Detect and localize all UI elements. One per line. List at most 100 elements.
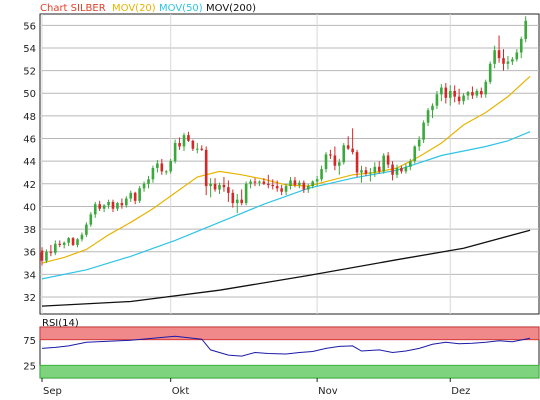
y-tick-label: 46 xyxy=(23,135,36,146)
candle-body xyxy=(506,61,510,64)
candle-body xyxy=(302,182,306,190)
candle-body xyxy=(519,38,523,53)
x-tick-label: Dez xyxy=(451,386,470,397)
candle-body xyxy=(182,135,186,147)
candle-body xyxy=(187,135,190,141)
candle-body xyxy=(333,155,337,166)
y-tick-label: 44 xyxy=(23,157,36,168)
candle-body xyxy=(49,251,53,253)
candle-body xyxy=(306,186,310,190)
candle-body xyxy=(235,199,239,204)
candle-body xyxy=(62,242,66,245)
candle-body xyxy=(480,90,483,95)
candle-body xyxy=(284,186,288,192)
candle-body xyxy=(80,234,84,240)
candle-body xyxy=(426,110,430,123)
candle-body xyxy=(329,154,332,156)
candle-body xyxy=(204,149,208,187)
candle-body xyxy=(93,204,97,215)
candle-body xyxy=(240,199,243,204)
candle-body xyxy=(360,170,363,173)
candle-body xyxy=(417,139,421,147)
candle-body xyxy=(107,201,110,206)
candle-body xyxy=(484,81,488,95)
candle-body xyxy=(178,143,181,147)
candle-body xyxy=(488,63,492,82)
legend-item: MOV(50) xyxy=(159,3,203,14)
candle-body xyxy=(133,192,137,201)
candle-body xyxy=(169,161,172,172)
candle-body xyxy=(466,92,470,96)
candle-body xyxy=(315,179,319,182)
candle-body xyxy=(422,122,425,140)
candle-body xyxy=(409,161,412,167)
candle-body xyxy=(222,184,226,188)
candle-body xyxy=(142,183,146,189)
candle-body xyxy=(400,167,403,172)
candle-body xyxy=(275,186,279,189)
candle-body xyxy=(213,183,217,190)
candle-body xyxy=(524,20,527,39)
candle-body xyxy=(111,201,115,209)
candle-body xyxy=(129,192,133,199)
candle-body xyxy=(386,155,390,165)
candle-body xyxy=(218,184,221,190)
candle-body xyxy=(369,172,372,174)
x-axis: Sep Okt Nov Dez xyxy=(41,378,470,397)
candle-body xyxy=(138,188,141,201)
y-tick-label: 48 xyxy=(23,112,36,123)
legend-item: MOV(20) xyxy=(112,3,156,14)
x-tick-label: Okt xyxy=(172,386,190,397)
candle-body xyxy=(404,166,408,172)
candle-body xyxy=(280,188,283,192)
candle-body xyxy=(67,238,70,243)
candle-body xyxy=(89,214,93,225)
y-tick-label: 56 xyxy=(23,21,36,32)
candle-body xyxy=(431,105,434,111)
y-tick-label: 34 xyxy=(23,270,36,281)
rsi-panel: 25 75 RSI(14) xyxy=(23,318,540,379)
candle-body xyxy=(377,166,381,172)
rsi-tick-label: 25 xyxy=(23,361,36,372)
y-tick-label: 42 xyxy=(23,180,36,191)
candle-body xyxy=(156,163,159,168)
candle-body xyxy=(71,238,75,245)
candle-body xyxy=(462,95,465,102)
candle-body xyxy=(440,87,443,95)
candle-body xyxy=(209,183,212,187)
candle-body xyxy=(293,180,297,185)
candle-body xyxy=(258,181,261,183)
candle-body xyxy=(448,90,452,98)
candle-body xyxy=(346,145,350,149)
candle-body xyxy=(58,243,62,245)
candle-body xyxy=(511,59,514,62)
candle-body xyxy=(515,52,519,60)
candle-body xyxy=(231,192,235,204)
candle-body xyxy=(160,163,164,172)
rsi-label: RSI(14) xyxy=(42,318,79,329)
candle-body xyxy=(262,181,266,184)
candle-body xyxy=(311,181,314,187)
candle-body xyxy=(102,205,106,209)
rsi-tick-label: 75 xyxy=(23,336,36,347)
candle-body xyxy=(364,170,368,174)
x-tick-label: Nov xyxy=(318,386,338,397)
candle-body xyxy=(227,187,230,193)
candle-body xyxy=(120,203,124,206)
candle-body xyxy=(435,94,439,106)
y-tick-label: 38 xyxy=(23,225,36,236)
candle-body xyxy=(320,169,323,180)
candle-body xyxy=(173,143,177,162)
candle-body xyxy=(289,180,292,187)
candle-body xyxy=(413,146,417,162)
candle-body xyxy=(76,239,79,245)
candle-body xyxy=(382,155,385,172)
candle-body xyxy=(191,140,195,149)
candle-body xyxy=(244,183,248,204)
rsi-line xyxy=(41,335,531,357)
candle-body xyxy=(444,87,448,98)
candle-body xyxy=(253,181,257,183)
candle-body xyxy=(98,204,101,209)
candle-body xyxy=(355,152,359,173)
